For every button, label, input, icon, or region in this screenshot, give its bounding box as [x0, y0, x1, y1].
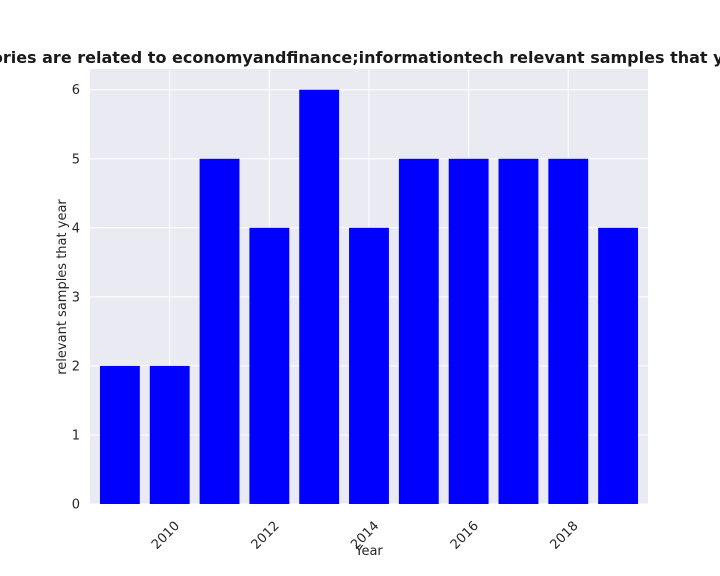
y-tick-label: 1	[72, 428, 80, 443]
y-tick-label: 0	[72, 498, 80, 513]
bar-2009	[99, 365, 140, 504]
y-tick-label: 5	[72, 152, 80, 167]
bar-2014	[349, 227, 389, 505]
bar-2019	[598, 227, 639, 505]
y-tick-labels: 0 1 2 3 4 5 6	[72, 83, 80, 512]
bar-2011	[199, 158, 240, 504]
x-tick-label: 2016	[448, 519, 482, 553]
x-tick-label: 2018	[548, 519, 582, 553]
y-tick-label: 6	[72, 83, 80, 98]
bar-2012	[249, 227, 290, 505]
bar-2013	[299, 89, 340, 504]
x-tick-label: 2012	[249, 519, 283, 553]
bar-2015	[398, 158, 439, 504]
x-tick-label: 2010	[149, 519, 183, 553]
y-tick-label: 2	[72, 359, 80, 374]
bar-2017	[498, 158, 539, 504]
y-tick-label: 4	[72, 221, 80, 236]
chart-title: Number of stories are related to economy…	[0, 48, 720, 67]
x-axis-label: Year	[354, 544, 383, 559]
bar-2010	[149, 365, 190, 504]
bar-2016	[448, 158, 489, 504]
bars	[99, 89, 639, 505]
bar-2018	[548, 158, 589, 504]
y-tick-label: 3	[72, 290, 80, 305]
y-axis-label: relevant samples that year	[55, 199, 70, 375]
